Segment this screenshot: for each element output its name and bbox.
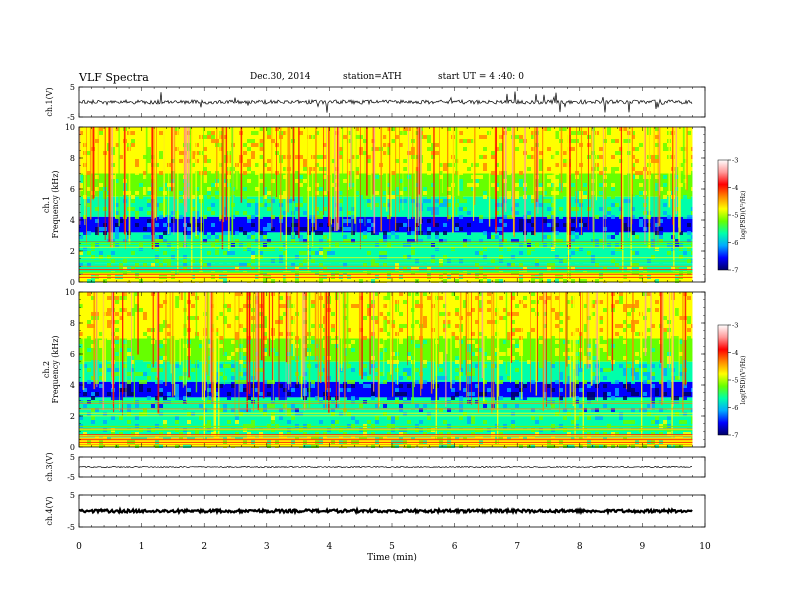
y-tick-label: 4 — [70, 381, 75, 390]
x-tick-label: 2 — [201, 542, 207, 552]
colorbar-tick-label: -6 — [732, 404, 738, 412]
y-tick-label: -5 — [67, 473, 75, 482]
colorbar-tick-label: -3 — [732, 157, 738, 165]
x-tick-label: 0 — [76, 542, 82, 552]
x-tick-label: 5 — [389, 542, 395, 552]
spectrogram-ch1 — [79, 127, 705, 283]
colorbar-label: log(PSD)(V²/Hz) — [740, 356, 747, 405]
colorbar-ch1 — [717, 159, 729, 271]
y-tick-label: 6 — [70, 185, 75, 194]
colorbar-tick-label: -7 — [732, 267, 738, 275]
y-axis-label: Frequency (kHz) — [51, 170, 60, 238]
y-tick-label: 5 — [70, 453, 75, 462]
colorbar-ch2 — [717, 324, 729, 436]
waveform-ch1 — [78, 91, 693, 113]
x-tick-label: 10 — [699, 542, 711, 552]
chart-title: VLF Spectra — [79, 71, 149, 84]
y-tick-label: 5 — [70, 491, 75, 500]
y-tick-label: 6 — [70, 350, 75, 359]
x-tick-label: 4 — [327, 542, 333, 552]
y-axis-label: ch.1(V) — [45, 87, 54, 116]
colorbar-tick-label: -3 — [732, 322, 738, 330]
colorbar-tick-label: -6 — [732, 239, 738, 247]
panel-frame — [78, 86, 706, 118]
colorbar-tick-label: -4 — [732, 349, 738, 357]
y-axis-label: Frequency (kHz) — [51, 335, 60, 403]
y-tick-label: 2 — [70, 247, 75, 256]
y-tick-label: 10 — [65, 288, 75, 297]
colorbar-tick-label: -7 — [732, 432, 738, 440]
station-label: station=ATH — [343, 72, 402, 82]
date-label: Dec.30, 2014 — [250, 72, 311, 82]
y-tick-label: -5 — [67, 113, 75, 122]
y-tick-label: 5 — [70, 83, 75, 92]
y-tick-label: 2 — [70, 412, 75, 421]
x-tick-label: 9 — [640, 542, 646, 552]
y-axis-label: ch.1 — [42, 196, 51, 213]
waveform-ch4 — [78, 506, 693, 516]
waveform-ch3 — [78, 465, 692, 469]
y-axis-label: ch.3(V) — [45, 452, 54, 481]
y-axis-label: ch.4(V) — [45, 496, 54, 525]
x-tick-label: 8 — [577, 542, 583, 552]
start-time-label: start UT = 4 :40: 0 — [438, 72, 524, 82]
x-tick-label: 1 — [139, 542, 145, 552]
colorbar-tick-label: -5 — [732, 377, 738, 385]
y-tick-label: 8 — [70, 154, 75, 163]
y-tick-label: 0 — [70, 278, 75, 287]
x-tick-label: 7 — [514, 542, 520, 552]
y-tick-label: -5 — [67, 523, 75, 532]
y-tick-label: 4 — [70, 216, 75, 225]
x-tick-label: 3 — [264, 542, 270, 552]
y-tick-label: 10 — [65, 123, 75, 132]
spectrogram-ch2 — [79, 292, 705, 448]
colorbar-label: log(PSD)(V²/Hz) — [740, 191, 747, 240]
x-axis-label: Time (min) — [367, 552, 417, 563]
colorbar-tick-label: -5 — [732, 212, 738, 220]
x-tick-label: 6 — [452, 542, 458, 552]
colorbar-tick-label: -4 — [732, 184, 738, 192]
y-tick-label: 0 — [70, 443, 75, 452]
y-tick-label: 8 — [70, 319, 75, 328]
y-axis-label: ch.2 — [42, 361, 51, 378]
